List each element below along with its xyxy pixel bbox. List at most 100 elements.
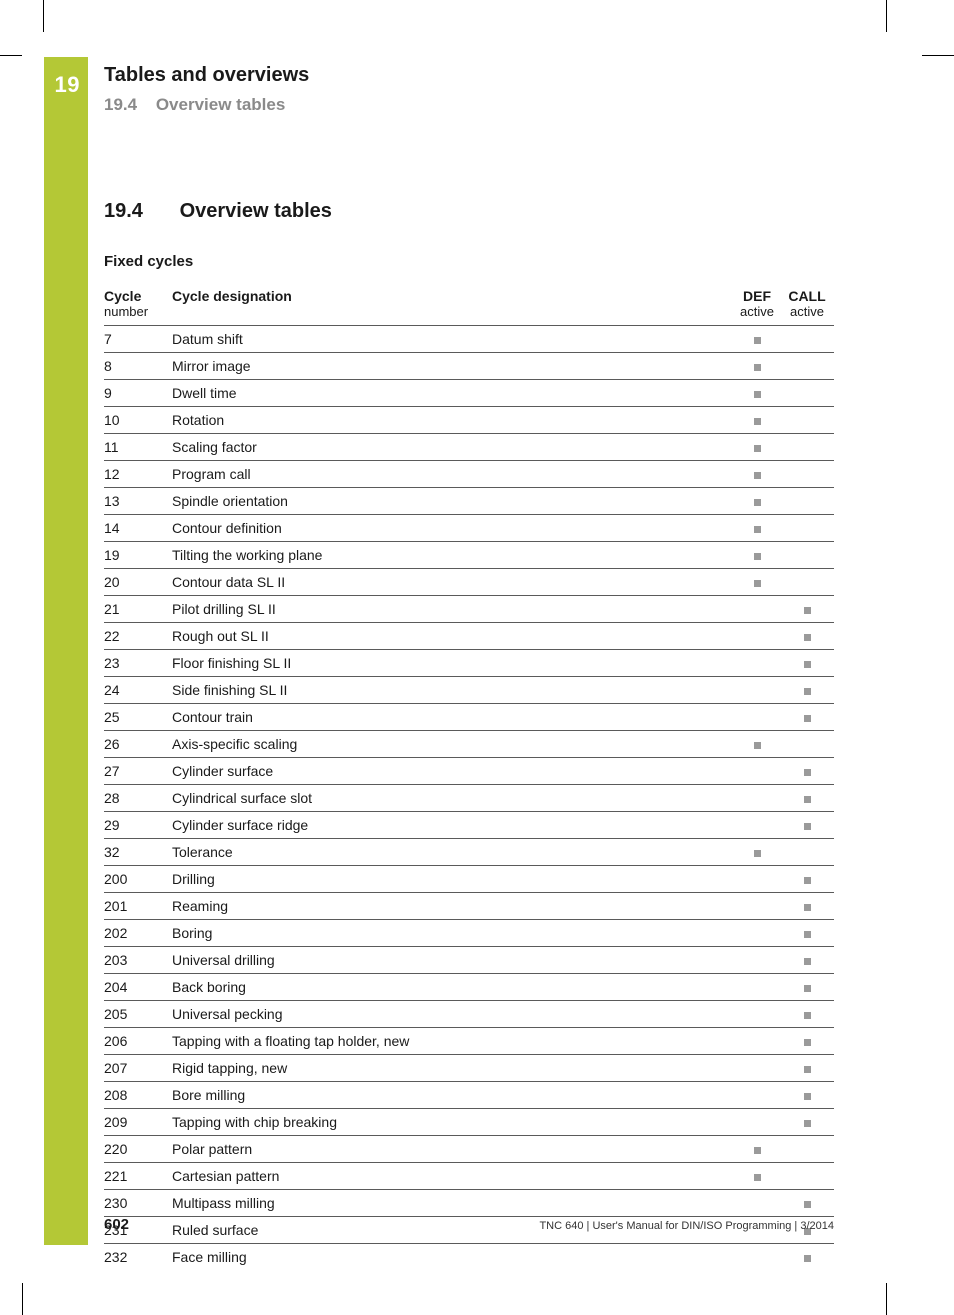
- def-active-cell: [734, 1244, 784, 1271]
- cycle-number: 221: [104, 1163, 172, 1190]
- cycle-designation: Spindle orientation: [172, 488, 734, 515]
- table-row: 7Datum shift: [104, 326, 834, 353]
- cycle-designation: Rigid tapping, new: [172, 1055, 734, 1082]
- cycle-designation: Back boring: [172, 974, 734, 1001]
- table-row: 26Axis-specific scaling: [104, 731, 834, 758]
- def-active-cell: [734, 1001, 784, 1028]
- square-marker-icon: [754, 364, 761, 371]
- page-number: 602: [104, 1216, 129, 1233]
- def-active-cell: [734, 488, 784, 515]
- table-row: 200Drilling: [104, 866, 834, 893]
- cycle-number: 209: [104, 1109, 172, 1136]
- table-row: 10Rotation: [104, 407, 834, 434]
- def-active-cell: [734, 380, 784, 407]
- def-active-cell: [734, 1082, 784, 1109]
- table-row: 202Boring: [104, 920, 834, 947]
- call-active-cell: [784, 353, 834, 380]
- table-row: 8Mirror image: [104, 353, 834, 380]
- square-marker-icon: [804, 958, 811, 965]
- call-active-cell: [784, 1190, 834, 1217]
- cycle-number: 27: [104, 758, 172, 785]
- cycle-designation: Face milling: [172, 1244, 734, 1271]
- breadcrumb-number: 19.4: [104, 95, 137, 114]
- def-active-cell: [734, 1163, 784, 1190]
- def-active-cell: [734, 1028, 784, 1055]
- cycle-designation: Polar pattern: [172, 1136, 734, 1163]
- def-active-cell: [734, 1136, 784, 1163]
- cycle-number: 19: [104, 542, 172, 569]
- call-active-cell: [784, 1109, 834, 1136]
- call-active-cell: [784, 1055, 834, 1082]
- table-row: 209Tapping with chip breaking: [104, 1109, 834, 1136]
- table-row: 20Contour data SL II: [104, 569, 834, 596]
- square-marker-icon: [804, 661, 811, 668]
- cycle-number: 232: [104, 1244, 172, 1271]
- section-title: Overview tables: [180, 200, 332, 222]
- cycle-designation: Contour train: [172, 704, 734, 731]
- cycle-number: 13: [104, 488, 172, 515]
- square-marker-icon: [804, 985, 811, 992]
- cycle-designation: Universal drilling: [172, 947, 734, 974]
- def-active-cell: [734, 893, 784, 920]
- cycle-number: 202: [104, 920, 172, 947]
- cycle-number: 201: [104, 893, 172, 920]
- page-header: Tables and overviews 19.4 Overview table…: [104, 64, 834, 115]
- cycle-designation: Scaling factor: [172, 434, 734, 461]
- cycle-number: 200: [104, 866, 172, 893]
- square-marker-icon: [754, 445, 761, 452]
- def-active-cell: [734, 785, 784, 812]
- def-active-cell: [734, 704, 784, 731]
- def-active-cell: [734, 461, 784, 488]
- crop-mark: [22, 1283, 23, 1315]
- cycle-number: 206: [104, 1028, 172, 1055]
- call-active-cell: [784, 1001, 834, 1028]
- square-marker-icon: [754, 1147, 761, 1154]
- table-row: 21Pilot drilling SL II: [104, 596, 834, 623]
- square-marker-icon: [804, 1066, 811, 1073]
- chapter-number: 19: [55, 72, 80, 98]
- cycle-designation: Cylindrical surface slot: [172, 785, 734, 812]
- call-active-cell: [784, 1028, 834, 1055]
- table-row: 27Cylinder surface: [104, 758, 834, 785]
- call-active-cell: [784, 920, 834, 947]
- square-marker-icon: [754, 499, 761, 506]
- cycle-number: 205: [104, 1001, 172, 1028]
- cycle-number: 10: [104, 407, 172, 434]
- cycle-number: 204: [104, 974, 172, 1001]
- call-active-cell: [784, 380, 834, 407]
- call-active-cell: [784, 893, 834, 920]
- square-marker-icon: [804, 877, 811, 884]
- square-marker-icon: [804, 715, 811, 722]
- cycle-designation: Boring: [172, 920, 734, 947]
- cycle-designation: Datum shift: [172, 326, 734, 353]
- table-row: 14Contour definition: [104, 515, 834, 542]
- def-active-cell: [734, 596, 784, 623]
- def-active-cell: [734, 434, 784, 461]
- page-footer: 602 TNC 640 | User's Manual for DIN/ISO …: [104, 1216, 834, 1233]
- cycle-number: 20: [104, 569, 172, 596]
- def-active-cell: [734, 731, 784, 758]
- square-marker-icon: [804, 1039, 811, 1046]
- call-active-cell: [784, 704, 834, 731]
- square-marker-icon: [754, 850, 761, 857]
- square-marker-icon: [754, 418, 761, 425]
- footer-text: TNC 640 | User's Manual for DIN/ISO Prog…: [539, 1220, 834, 1232]
- call-active-cell: [784, 407, 834, 434]
- cycle-designation: Mirror image: [172, 353, 734, 380]
- table-row: 13Spindle orientation: [104, 488, 834, 515]
- def-active-cell: [734, 866, 784, 893]
- cycle-designation: Contour definition: [172, 515, 734, 542]
- square-marker-icon: [804, 1120, 811, 1127]
- def-active-cell: [734, 353, 784, 380]
- cycle-number: 26: [104, 731, 172, 758]
- cycle-designation: Tolerance: [172, 839, 734, 866]
- cycle-number: 28: [104, 785, 172, 812]
- call-active-cell: [784, 596, 834, 623]
- call-active-cell: [784, 839, 834, 866]
- cycle-number: 220: [104, 1136, 172, 1163]
- cycle-number: 24: [104, 677, 172, 704]
- cycle-designation: Reaming: [172, 893, 734, 920]
- table-row: 221Cartesian pattern: [104, 1163, 834, 1190]
- table-header-row: Cycle number Cycle designation DEF activ…: [104, 288, 834, 326]
- square-marker-icon: [754, 337, 761, 344]
